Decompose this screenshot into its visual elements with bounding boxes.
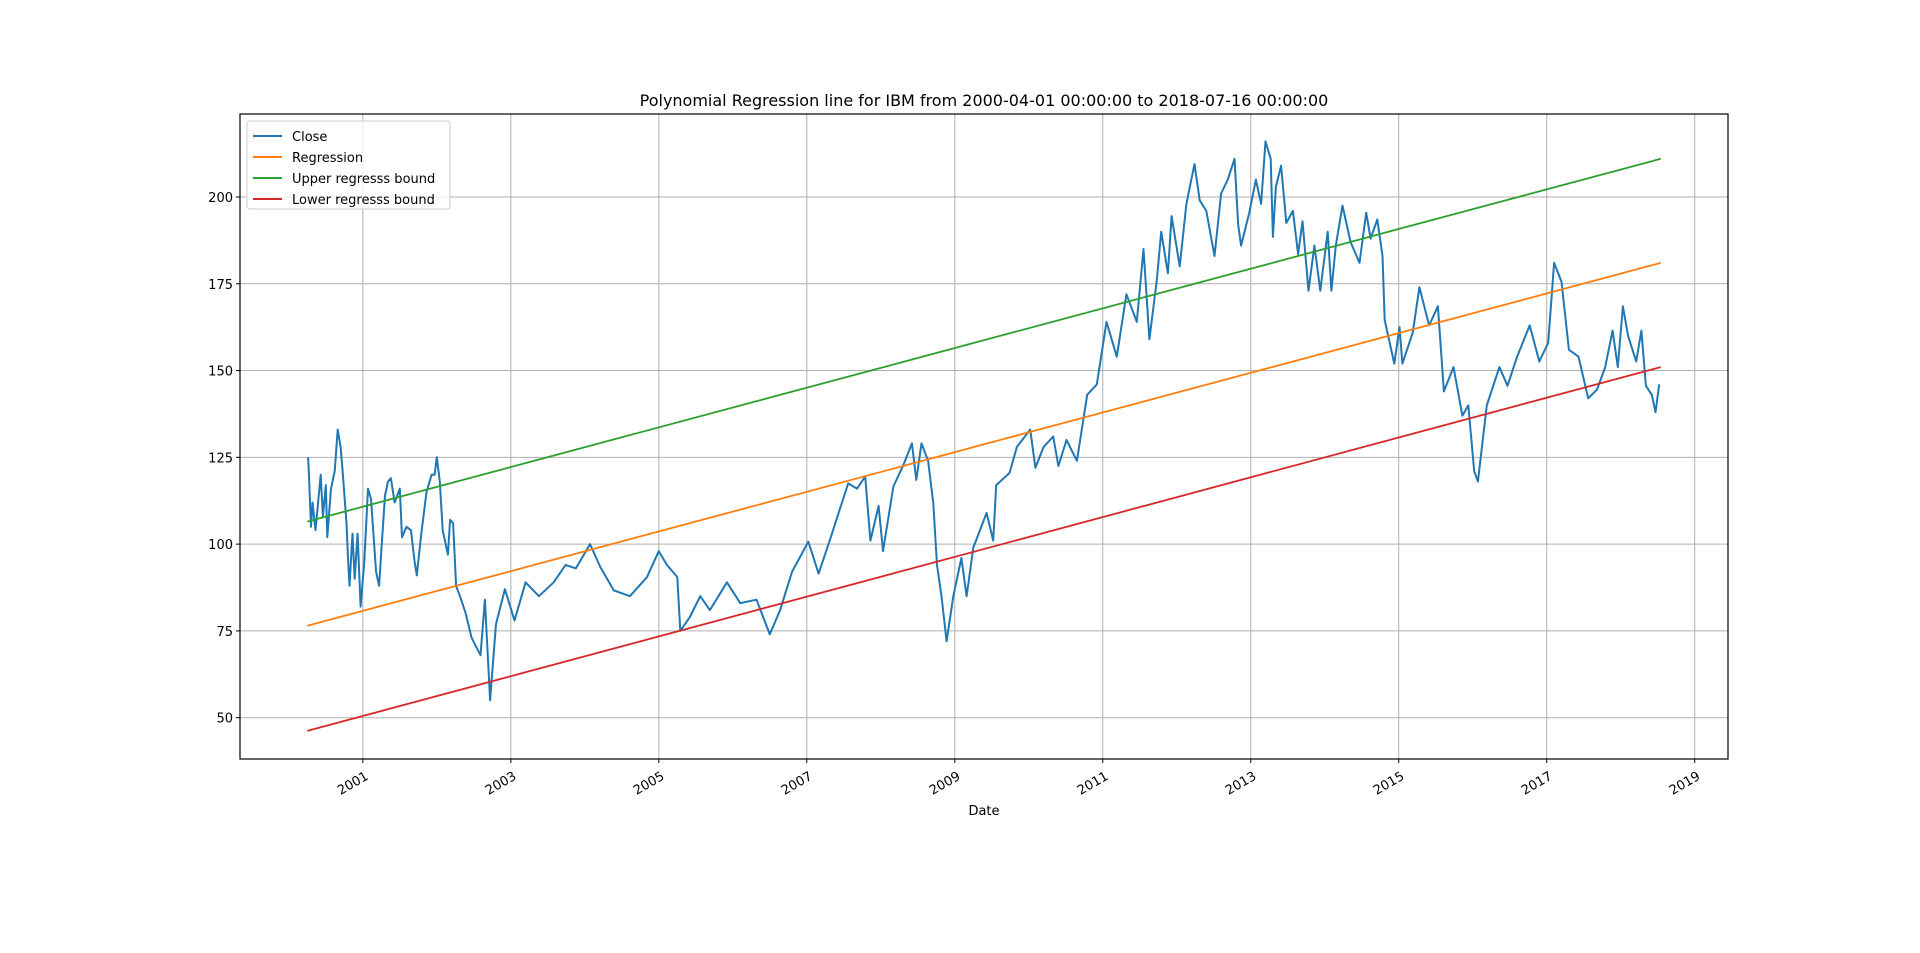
series-line-close bbox=[307, 140, 1661, 702]
series-line-lower-regresss-bound bbox=[307, 366, 1661, 732]
legend-box bbox=[246, 120, 451, 210]
y-tick-label: 75 bbox=[216, 625, 233, 640]
y-tick-label: 125 bbox=[208, 451, 233, 466]
legend-label: Regression bbox=[292, 151, 363, 166]
y-tick-label: 200 bbox=[208, 191, 233, 206]
x-axis-label: Date bbox=[968, 804, 999, 819]
y-tick-label: 150 bbox=[208, 365, 233, 380]
series-group bbox=[307, 140, 1661, 732]
y-axis: 50 75 100 125 150 175 200 bbox=[208, 191, 240, 727]
legend-label: Close bbox=[292, 130, 327, 145]
series-line-upper-regresss-bound bbox=[307, 157, 1661, 523]
y-tick-label: 100 bbox=[208, 538, 233, 553]
legend-label: Lower regresss bound bbox=[292, 193, 435, 208]
chart-title: Polynomial Regression line for IBM from … bbox=[640, 91, 1329, 110]
grid bbox=[240, 114, 1728, 759]
y-tick-label: 50 bbox=[216, 712, 233, 727]
series-line-regression bbox=[307, 262, 1661, 627]
axes-frame bbox=[239, 113, 1729, 760]
y-tick-label: 175 bbox=[208, 278, 233, 293]
legend: Close Regression Upper regresss bound Lower… bbox=[246, 120, 451, 210]
legend-label: Upper regresss bound bbox=[292, 172, 435, 187]
